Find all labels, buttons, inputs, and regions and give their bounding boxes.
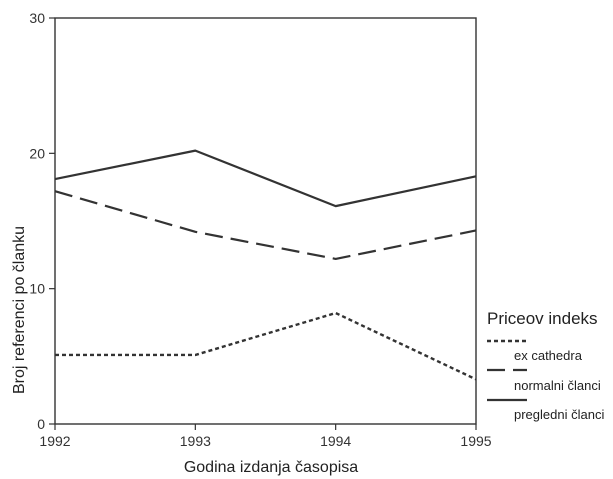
y-axis-ticks: 0 10 20 30: [29, 10, 55, 432]
x-tick-label: 1993: [180, 433, 211, 449]
legend-label-ex-cathedra: ex cathedra: [514, 348, 583, 363]
legend-label-pregledni-lanci: pregledni članci: [514, 407, 604, 422]
legend: Priceov indeks ex cathedra normalni članc…: [487, 309, 604, 422]
x-axis-title: Godina izdanja časopisa: [184, 459, 358, 476]
series-line-normalni-lanci: [54, 190, 477, 260]
y-tick-label: 10: [29, 281, 45, 297]
x-tick-label: 1995: [460, 433, 491, 449]
plot-frame: [54, 17, 477, 425]
y-tick-label: 0: [37, 416, 45, 432]
y-tick-label: 30: [29, 10, 45, 26]
x-tick-label: 1994: [320, 433, 351, 449]
legend-title: Priceov indeks: [487, 309, 598, 328]
y-tick-label: 20: [29, 145, 45, 161]
y-axis-title: Broj referenci po članku: [11, 226, 28, 394]
legend-label-normalni-lanci: normalni članci: [514, 378, 601, 393]
x-tick-label: 1992: [39, 433, 70, 449]
series-line-ex-cathedra: [55, 311, 477, 381]
series-line-pregledni-lanci: [54, 149, 477, 208]
x-axis-ticks: 1992 1993 1994 1995: [39, 424, 492, 449]
series-lines: [54, 149, 477, 381]
